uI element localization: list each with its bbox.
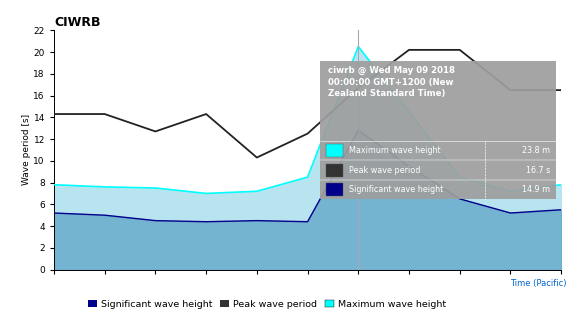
Text: CIWRB: CIWRB: [54, 16, 101, 29]
Legend: Significant wave height, Peak wave period, Maximum wave height: Significant wave height, Peak wave perio…: [84, 296, 450, 313]
FancyBboxPatch shape: [327, 144, 343, 157]
Text: Significant wave height: Significant wave height: [349, 185, 443, 194]
FancyBboxPatch shape: [327, 183, 343, 196]
Text: 14.9 m: 14.9 m: [522, 185, 550, 194]
Text: ciwrb @ Wed May 09 2018
00:00:00 GMT+1200 (New
Zealand Standard Time): ciwrb @ Wed May 09 2018 00:00:00 GMT+120…: [328, 66, 455, 98]
FancyBboxPatch shape: [327, 164, 343, 177]
Text: 16.7 s: 16.7 s: [526, 166, 550, 174]
FancyBboxPatch shape: [320, 62, 556, 199]
Text: Time (Pacific): Time (Pacific): [509, 279, 566, 288]
Text: 23.8 m: 23.8 m: [522, 146, 550, 155]
Text: Peak wave period: Peak wave period: [349, 166, 420, 174]
Text: Maximum wave height: Maximum wave height: [349, 146, 440, 155]
Y-axis label: Wave period [s]: Wave period [s]: [22, 115, 31, 185]
